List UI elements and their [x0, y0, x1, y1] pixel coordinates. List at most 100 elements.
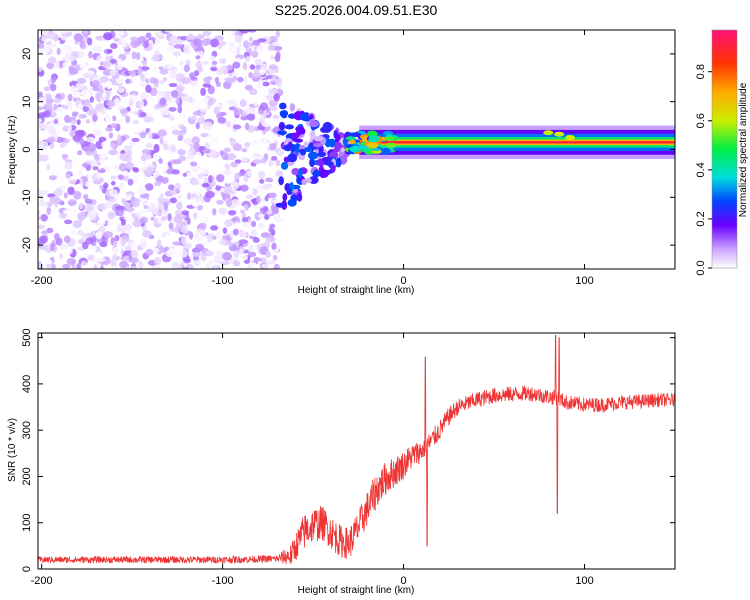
- spectrogram-noise-mark: [38, 112, 48, 118]
- spectrogram-noise-mark: [181, 94, 191, 102]
- spectrogram-noise-mark: [244, 204, 249, 210]
- spectrogram-noise-mark: [144, 116, 154, 123]
- spectrogram-transition-mark: [321, 156, 331, 163]
- spectrogram-noise-mark: [159, 136, 164, 145]
- spectrogram-noise-mark: [246, 194, 254, 199]
- spectrogram-ytick-label: 0: [21, 146, 33, 152]
- spectrogram-noise-mark: [84, 203, 94, 212]
- spectrogram-transition-mark: [320, 169, 329, 178]
- spectrogram-noise-mark: [67, 198, 77, 207]
- spectrogram-noise-mark: [238, 248, 245, 253]
- spectrogram-noise-mark: [264, 177, 273, 183]
- spectrogram-noise-mark: [130, 39, 140, 49]
- spectrogram-noise-mark: [168, 115, 175, 121]
- spectrogram-noise-mark: [190, 106, 200, 112]
- snr-panel: -200 -100 0 100 0 100 200 300 400 500 Height of …: [7, 328, 676, 596]
- spectrogram-noise-mark: [127, 178, 134, 186]
- spectrogram-noise-mark: [218, 163, 225, 168]
- spectrogram-noise-mark: [192, 255, 200, 262]
- spectrogram-noise-mark: [143, 204, 148, 210]
- spectrogram-noise-mark: [216, 173, 225, 183]
- spectrogram-noise-mark: [247, 30, 257, 33]
- spectrogram-noise-mark: [188, 263, 194, 269]
- spectrogram-noise-mark: [66, 258, 77, 265]
- spectrogram-noise-mark: [192, 111, 201, 116]
- spectrogram-noise-mark: [153, 247, 160, 253]
- spectrogram-noise-mark: [152, 78, 159, 85]
- spectrogram-noise-mark: [78, 103, 83, 110]
- spectrogram-noise-mark: [139, 208, 146, 214]
- spectrogram-noise-mark: [196, 66, 204, 73]
- spectrogram-noise-mark: [180, 77, 191, 85]
- spectrogram-noise-mark: [275, 169, 284, 178]
- spectrogram-noise-mark: [232, 133, 238, 140]
- spectrogram-noise-mark: [246, 113, 256, 121]
- spectrogram-noise-mark: [164, 30, 175, 33]
- spectrogram-noise-mark: [210, 38, 220, 48]
- spectrogram-noise-mark: [105, 91, 111, 100]
- spectrogram-noise-mark: [233, 107, 239, 117]
- spectrogram-noise-mark: [157, 129, 167, 137]
- spectrogram-noise-mark: [38, 42, 45, 49]
- spectrogram-noise-mark: [189, 143, 196, 151]
- spectrogram-noise-mark: [128, 70, 138, 75]
- spectrogram-noise-mark: [228, 46, 238, 55]
- spectrogram-noise-mark: [200, 253, 207, 262]
- spectrogram-noise-mark: [87, 254, 94, 261]
- snr-y-axis: 0 100 200 300 400 500: [21, 328, 675, 572]
- spectrogram-noise-mark: [82, 105, 89, 113]
- spectrogram-noise-mark: [182, 172, 188, 177]
- spectrogram-noise-mark: [70, 209, 78, 217]
- spectrogram-noise-mark: [194, 187, 202, 197]
- spectrogram-noise-mark: [83, 193, 89, 200]
- spectrogram-noise-mark: [274, 54, 281, 63]
- spectrogram-noise-mark: [150, 216, 155, 221]
- spectrogram-noise-mark: [53, 103, 58, 111]
- spectrogram-noise-mark: [259, 178, 265, 184]
- spectrogram-noise-mark: [227, 64, 233, 71]
- spectrogram-noise-mark: [259, 69, 266, 76]
- spectrogram-noise-mark: [130, 249, 139, 259]
- spectrogram-noise-mark: [147, 130, 153, 140]
- spectrogram-noise-mark: [117, 133, 122, 143]
- spectrogram-noise-mark: [72, 220, 83, 228]
- spectrogram-noise-mark: [247, 251, 257, 257]
- spectrogram-noise-mark: [146, 166, 153, 175]
- spectrogram-noise-mark: [79, 62, 88, 70]
- spectrogram-noise-mark: [95, 172, 102, 179]
- spectrogram-noise-mark: [77, 169, 83, 177]
- spectrogram-noise-mark: [152, 152, 159, 161]
- spectrogram-noise-mark: [131, 137, 140, 142]
- spectrogram-noise-mark: [104, 127, 114, 132]
- spectrogram-noise-mark: [251, 188, 258, 196]
- spectrogram-noise-mark: [182, 160, 192, 169]
- spectrogram-noise-mark: [267, 44, 276, 51]
- spectrogram-noise-mark: [98, 249, 104, 255]
- spectrogram-noise-mark: [44, 86, 50, 92]
- spectrogram-noise-mark: [211, 55, 216, 60]
- spectrogram-noise-mark: [167, 213, 172, 222]
- spectrogram-noise-mark: [252, 39, 261, 46]
- spectrogram-noise-mark: [87, 142, 97, 152]
- spectrogram-x-label: Height of straight line (km): [298, 285, 415, 296]
- spectrogram-noise-mark: [210, 67, 218, 72]
- spectrogram-noise-mark: [95, 257, 106, 263]
- spectrogram-noise-mark: [68, 67, 79, 75]
- spectrogram-noise-mark: [119, 108, 128, 115]
- spectrogram-tone-mark: [349, 139, 356, 144]
- spectrogram-noise-mark: [128, 99, 134, 107]
- spectrogram-noise-mark: [240, 254, 249, 261]
- spectrogram-noise-mark: [248, 72, 253, 79]
- spectrogram-noise-mark: [63, 192, 68, 199]
- spectrogram-transition-mark: [282, 193, 288, 202]
- spectrogram-noise-mark: [234, 34, 243, 43]
- spectrogram-noise-mark: [232, 143, 243, 152]
- spectrogram-noise-mark: [108, 149, 118, 156]
- spectrogram-noise-mark: [205, 264, 211, 269]
- spectrogram-transition-mark: [322, 121, 333, 132]
- spectrogram-noise-mark: [123, 144, 133, 152]
- spectrogram-noise-mark: [257, 109, 265, 115]
- spectrogram-noise-mark: [99, 241, 108, 248]
- spectrogram-noise-mark: [63, 235, 71, 243]
